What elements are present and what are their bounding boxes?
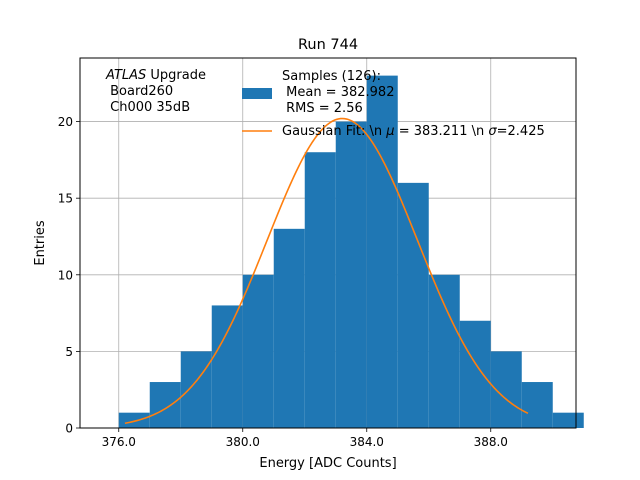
annotation-line-2: Board260 — [106, 84, 173, 99]
legend: Samples (126): Mean = 382.982 RMS = 2.56… — [242, 69, 545, 139]
histogram-bar — [335, 121, 367, 428]
histogram-bar — [366, 75, 398, 428]
axes-frame — [79, 57, 577, 429]
x-tick-label: 376.0 — [102, 435, 136, 449]
x-axis-ticks: 376.0 380.0 384.0 388.0 — [102, 428, 508, 449]
gaussian-fit-curve — [124, 117, 529, 425]
annotation-line-1: ATLAS Upgrade — [105, 68, 206, 83]
annotation-upgrade: Upgrade — [146, 68, 206, 83]
histogram-bar — [149, 382, 181, 428]
histogram-bar — [552, 412, 584, 428]
chart-title: Run 744 — [298, 37, 358, 53]
legend-fit-mu: μ — [385, 124, 394, 139]
histogram-bar — [397, 182, 429, 428]
annotation-line-3: Ch000 35dB — [106, 100, 190, 115]
y-tick-label: 5 — [65, 345, 73, 359]
histogram-bar — [273, 228, 305, 428]
histogram-bar — [242, 274, 274, 428]
histogram-bars — [118, 75, 584, 428]
y-axis-label: Entries — [33, 220, 48, 266]
histogram-bar — [428, 274, 460, 428]
histogram-bar — [304, 152, 336, 428]
legend-samples-line-2: Mean = 382.982 — [282, 85, 394, 100]
legend-samples-line-1: Samples (126): — [282, 69, 381, 84]
x-tick-label: 380.0 — [226, 435, 260, 449]
legend-samples-line-3: RMS = 2.56 — [282, 101, 363, 116]
y-tick-label: 15 — [58, 192, 73, 206]
x-tick-label: 388.0 — [474, 435, 508, 449]
legend-fit-label: Gaussian Fit: \n μ = 383.211 \n σ=2.425 — [282, 124, 545, 139]
legend-fit-prefix: Gaussian Fit: \n — [282, 124, 386, 139]
histogram-bar — [211, 305, 243, 428]
histogram-bar — [521, 382, 553, 428]
histogram-bar — [118, 412, 150, 428]
legend-fit-middle: = 383.211 \n — [395, 124, 489, 139]
detector-annotation: ATLAS Upgrade Board260 Ch000 35dB — [105, 68, 206, 115]
legend-fit-suffix: =2.425 — [497, 124, 545, 139]
histogram-bar — [459, 320, 491, 428]
y-axis-ticks: 0 5 10 15 20 — [58, 115, 80, 436]
x-tick-label: 384.0 — [350, 435, 384, 449]
legend-samples-patch — [242, 88, 272, 99]
y-tick-label: 20 — [58, 115, 73, 129]
legend-fit-sigma: σ — [488, 124, 497, 139]
y-tick-label: 0 — [65, 422, 73, 436]
histogram-bar — [180, 351, 212, 428]
y-tick-label: 10 — [58, 268, 73, 282]
x-axis-label: Energy [ADC Counts] — [259, 456, 396, 471]
annotation-atlas: ATLAS — [105, 68, 146, 83]
plot-area: 376.0 380.0 384.0 388.0 0 5 10 15 20 — [58, 57, 584, 449]
